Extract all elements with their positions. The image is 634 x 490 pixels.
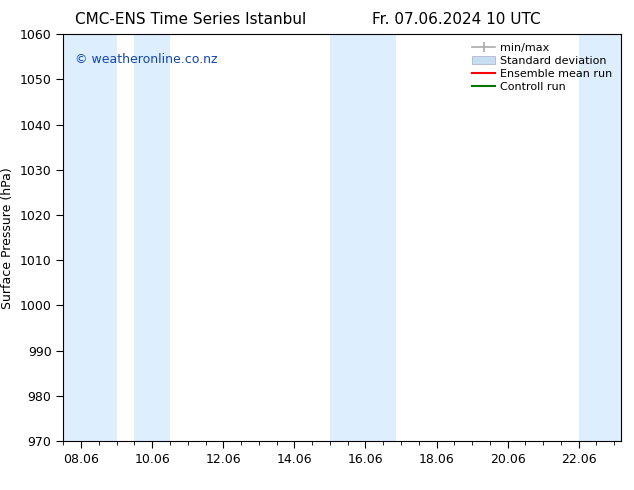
Bar	[63, 34, 117, 441]
Text: CMC-ENS Time Series Istanbul: CMC-ENS Time Series Istanbul	[75, 12, 306, 27]
Bar	[134, 34, 170, 441]
Y-axis label: Surface Pressure (hPa): Surface Pressure (hPa)	[1, 167, 14, 309]
Legend: min/max, Standard deviation, Ensemble mean run, Controll run: min/max, Standard deviation, Ensemble me…	[469, 40, 616, 95]
Text: Fr. 07.06.2024 10 UTC: Fr. 07.06.2024 10 UTC	[372, 12, 541, 27]
Bar	[579, 34, 621, 441]
Bar	[330, 34, 396, 441]
Text: © weatheronline.co.nz: © weatheronline.co.nz	[75, 52, 217, 66]
